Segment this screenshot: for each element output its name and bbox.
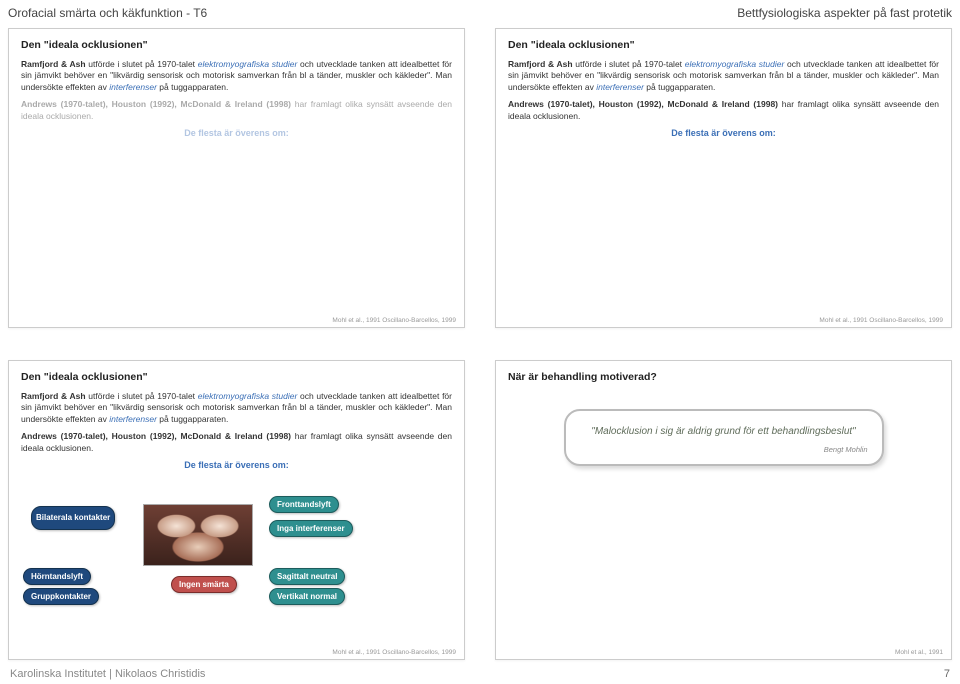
t: interferenser — [596, 82, 644, 92]
t: Andrews (1970-talet), Houston (1992), Mc… — [508, 99, 778, 109]
slide-footnote: Mohl et al., 1991 — [895, 649, 943, 656]
t: Ramfjord & Ash — [21, 391, 86, 401]
occlusion-diagram: Bilaterala kontakter Hörntandslyft Grupp… — [21, 476, 452, 606]
slide-footnote: Mohl et al., 1991 Oscillano-Barcellos, 1… — [332, 649, 456, 656]
pill-inga-interferenser: Inga interferenser — [269, 520, 353, 537]
pill-horntand: Hörntandslyft — [23, 568, 91, 585]
paragraph-2-faded: Andrews (1970-talet), Houston (1992), Mc… — [21, 99, 452, 122]
slide-1: Den "ideala ocklusionen" Ramfjord & Ash … — [8, 28, 465, 328]
agree-line: De flesta är överens om: — [21, 128, 452, 138]
t: elektromyografiska studier — [198, 59, 298, 69]
t: interferenser — [109, 82, 157, 92]
slide-2: Den "ideala ocklusionen" Ramfjord & Ash … — [495, 28, 952, 328]
header-right: Bettfysiologiska aspekter på fast protet… — [737, 6, 952, 20]
quote-text: "Malocklusion i sig är aldrig grund för … — [580, 425, 868, 439]
pill-bilaterala: Bilaterala kontakter — [31, 506, 115, 530]
paragraph-2: Andrews (1970-talet), Houston (1992), Mc… — [21, 431, 452, 454]
t: utförde i slutet på 1970-talet — [86, 59, 198, 69]
pill-fronttand: Fronttandslyft — [269, 496, 339, 513]
header-left: Orofacial smärta och käkfunktion - T6 — [8, 6, 207, 20]
slide-title: När är behandling motiverad? — [508, 371, 939, 383]
paragraph-1: Ramfjord & Ash utförde i slutet på 1970-… — [21, 391, 452, 425]
slide-title: Den "ideala ocklusionen" — [508, 39, 939, 51]
paragraph-1: Ramfjord & Ash utförde i slutet på 1970-… — [508, 59, 939, 93]
slide-3: Den "ideala ocklusionen" Ramfjord & Ash … — [8, 360, 465, 660]
pill-grupp: Gruppkontakter — [23, 588, 99, 605]
quote-author: Bengt Mohlin — [580, 445, 868, 454]
t: elektromyografiska studier — [198, 391, 298, 401]
t: på tuggapparaten. — [157, 414, 228, 424]
slide-title: Den "ideala ocklusionen" — [21, 371, 452, 383]
page-number: 7 — [944, 668, 950, 680]
pill-vertikalt: Vertikalt normal — [269, 588, 345, 605]
t: utförde i slutet på 1970-talet — [86, 391, 198, 401]
t: elektromyografiska studier — [685, 59, 785, 69]
t: Ramfjord & Ash — [508, 59, 573, 69]
slide-footnote: Mohl et al., 1991 Oscillano-Barcellos, 1… — [819, 317, 943, 324]
t: utförde i slutet på 1970-talet — [573, 59, 685, 69]
t: Andrews (1970-talet), Houston (1992), Mc… — [21, 431, 291, 441]
slides-grid: Den "ideala ocklusionen" Ramfjord & Ash … — [8, 28, 952, 660]
slide-footnote: Mohl et al., 1991 Oscillano-Barcellos, 1… — [332, 317, 456, 324]
footer-left: Karolinska Institutet | Nikolaos Christi… — [10, 668, 205, 680]
t: Andrews (1970-talet), Houston (1992), Mc… — [21, 99, 291, 109]
pill-ingen-smarta: Ingen smärta — [171, 576, 237, 593]
slide-4: När är behandling motiverad? "Malocklusi… — [495, 360, 952, 660]
teeth-image — [143, 504, 253, 566]
slide-title: Den "ideala ocklusionen" — [21, 39, 452, 51]
agree-line: De flesta är överens om: — [508, 128, 939, 138]
pill-sagittalt: Sagittalt neutral — [269, 568, 345, 585]
agree-line: De flesta är överens om: — [21, 460, 452, 470]
paragraph-1: Ramfjord & Ash utförde i slutet på 1970-… — [21, 59, 452, 93]
quote-callout: "Malocklusion i sig är aldrig grund för … — [564, 409, 884, 466]
t: interferenser — [109, 414, 157, 424]
t: Ramfjord & Ash — [21, 59, 86, 69]
t: på tuggapparaten. — [644, 82, 715, 92]
paragraph-2: Andrews (1970-talet), Houston (1992), Mc… — [508, 99, 939, 122]
t: på tuggapparaten. — [157, 82, 228, 92]
